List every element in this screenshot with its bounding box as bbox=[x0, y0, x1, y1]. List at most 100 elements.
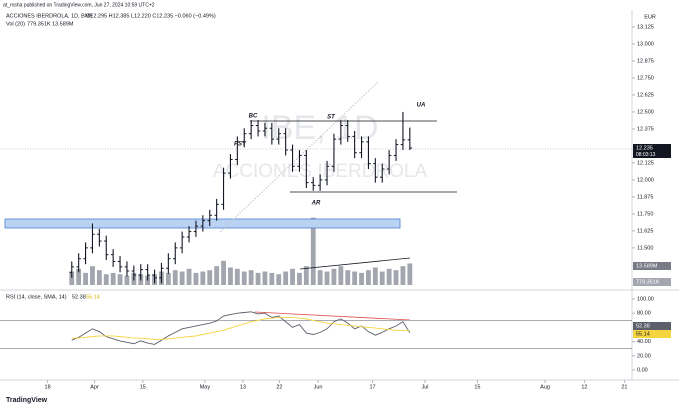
countdown: 08:03:13 bbox=[636, 152, 656, 158]
volume-bar bbox=[359, 272, 364, 285]
price-label: 12.235 bbox=[636, 145, 653, 151]
rsi-tick-label: 20.00 bbox=[637, 353, 651, 359]
chart-title: ACCIONES IBERDROLA, 1D, BME bbox=[6, 13, 93, 19]
volume-last-axis: 779.351K bbox=[636, 279, 660, 285]
volume-bar bbox=[372, 267, 378, 285]
y-tick-label: 12.000 bbox=[637, 177, 654, 183]
rsi-tick-label: 80.00 bbox=[637, 311, 651, 317]
rsi-line bbox=[71, 311, 411, 345]
volume-bar bbox=[83, 272, 88, 285]
watermark-name: ACCIONES IBERDROLA bbox=[213, 161, 428, 182]
volume-trend bbox=[299, 257, 411, 270]
volume-bar bbox=[331, 268, 337, 285]
ohlc-label: O12.295 H12.385 L12.220 C12.235 −0.060 (… bbox=[86, 13, 216, 19]
rsi-box bbox=[633, 322, 671, 330]
volume-bar bbox=[338, 266, 344, 285]
volume-bar bbox=[310, 217, 316, 285]
volume-bar bbox=[297, 272, 302, 285]
y-tick-label: 13.000 bbox=[637, 41, 654, 47]
rsi-tick-label: 100.00 bbox=[637, 296, 654, 302]
rsi-ma-box bbox=[633, 330, 671, 338]
y-tick-label: 12.125 bbox=[637, 160, 654, 166]
volume-ma-box bbox=[633, 262, 671, 270]
x-tick-label: Jun bbox=[314, 384, 323, 390]
x-tick-label: 18 bbox=[45, 384, 51, 390]
rsi-ma-axis-value: 55.14 bbox=[636, 331, 650, 337]
volume-bar bbox=[193, 272, 199, 285]
volume-bar bbox=[386, 268, 392, 285]
annotation: AR bbox=[311, 201, 321, 207]
annotation: UA bbox=[417, 103, 426, 109]
volume-bar bbox=[407, 263, 413, 285]
volume-bar bbox=[283, 271, 289, 285]
x-tick-label: 17 bbox=[370, 384, 376, 390]
volume-label: Vol (20) bbox=[6, 21, 25, 27]
volume-bar bbox=[345, 270, 351, 285]
volume-bar bbox=[117, 274, 123, 285]
publisher: at_rosha published on TradingView.com, J… bbox=[3, 2, 155, 8]
annotation: ST bbox=[327, 115, 336, 121]
y-tick-label: 12.625 bbox=[637, 92, 654, 98]
x-tick-label: 22 bbox=[276, 384, 282, 390]
volume-bar bbox=[393, 270, 399, 285]
rsi-tick-label: 40.00 bbox=[637, 339, 651, 345]
rsi-tick-label: 0.00 bbox=[637, 367, 648, 373]
rsi-label: RSI (14, close, SMA, 14) bbox=[6, 294, 67, 300]
volume-bar bbox=[262, 271, 268, 285]
x-tick-label: May bbox=[200, 384, 211, 390]
volume-bar bbox=[172, 270, 178, 285]
volume-bar bbox=[248, 270, 254, 285]
volume-bar bbox=[317, 270, 323, 285]
volume-bar bbox=[379, 271, 385, 285]
rsi-value: 52.38 bbox=[72, 294, 86, 300]
x-tick-label: 15 bbox=[140, 384, 146, 390]
volume-ma-axis: 13.589M bbox=[636, 263, 658, 269]
volume-bar bbox=[214, 266, 220, 285]
y-tick-label: 11.625 bbox=[637, 228, 653, 234]
currency: EUR bbox=[644, 14, 656, 20]
volume-bar bbox=[234, 268, 240, 285]
watermark: IBE, 1D bbox=[261, 109, 378, 147]
volume-ma: 13.589M bbox=[52, 21, 74, 27]
x-tick-label: Jul bbox=[421, 384, 428, 390]
volume-bar bbox=[276, 274, 282, 285]
volume-bar bbox=[228, 267, 233, 285]
y-tick-label: 12.500 bbox=[637, 109, 654, 115]
x-tick-label: 21 bbox=[621, 384, 627, 390]
volume-bar bbox=[76, 268, 82, 285]
annotation: BC bbox=[249, 114, 258, 120]
volume-bar bbox=[207, 270, 213, 285]
volume-bar bbox=[165, 272, 171, 285]
volume-bar bbox=[290, 268, 295, 285]
y-tick-label: 12.750 bbox=[637, 75, 654, 81]
rsi-axis-value: 52.38 bbox=[636, 323, 650, 329]
volume-bar bbox=[200, 271, 206, 285]
price-box bbox=[633, 144, 671, 158]
volume-bar bbox=[96, 270, 102, 285]
rsi-divergence bbox=[254, 311, 411, 321]
footer-logo: TradingView bbox=[6, 397, 48, 404]
volume-bar bbox=[241, 271, 247, 285]
volume-bar bbox=[124, 275, 130, 285]
x-tick-label: 13 bbox=[240, 384, 246, 390]
y-tick-label: 11.500 bbox=[637, 245, 653, 251]
y-tick-label: 11.750 bbox=[637, 211, 653, 217]
volume-bar bbox=[255, 272, 261, 285]
y-tick-label: 12.875 bbox=[637, 58, 654, 64]
volume-bar bbox=[186, 268, 192, 285]
volume-bar bbox=[221, 260, 226, 285]
y-tick-label: 11.875 bbox=[637, 194, 653, 200]
x-tick-label: 15 bbox=[474, 384, 480, 390]
rsi-ma-value: 55.14 bbox=[86, 294, 100, 300]
x-tick-label: Aug bbox=[540, 384, 550, 390]
volume-bar bbox=[179, 271, 185, 285]
annotation: PSY bbox=[234, 142, 247, 148]
volume-bar bbox=[400, 266, 406, 285]
volume-bar bbox=[69, 271, 75, 285]
volume-bar bbox=[103, 274, 109, 285]
x-tick-label: 12 bbox=[581, 384, 587, 390]
volume-last: 779.351K bbox=[27, 21, 51, 27]
volume-bar bbox=[269, 272, 275, 285]
